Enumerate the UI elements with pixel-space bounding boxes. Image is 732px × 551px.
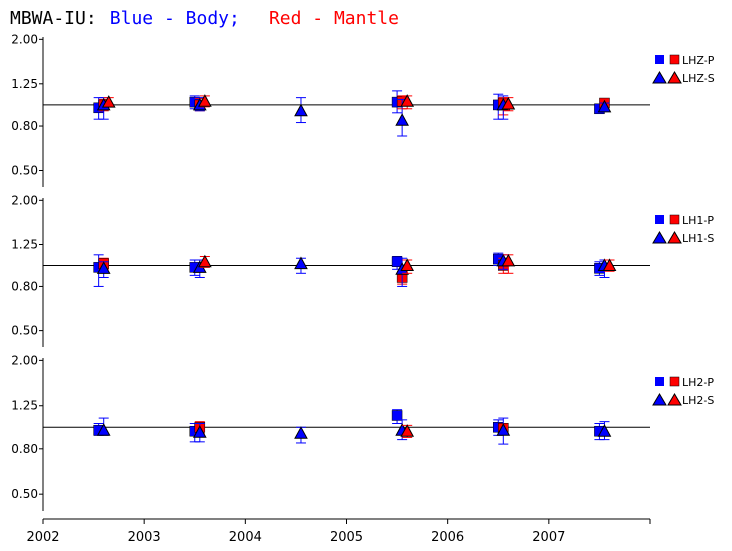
title-station: MBWA-IU:	[10, 8, 97, 29]
data-point-triangle	[101, 95, 116, 108]
data-point-triangle	[192, 425, 207, 438]
data-point-triangle	[400, 424, 415, 437]
legend-triangle-mantle	[667, 231, 682, 244]
chart-title: MBWA-IU: Blue - Body; Red - Mantle	[10, 8, 399, 29]
data-point-triangle	[395, 113, 409, 126]
data-point-triangle	[501, 253, 516, 267]
title-mantle: Red - Mantle	[269, 8, 399, 29]
data-point-square	[391, 410, 403, 421]
data-point-triangle	[400, 258, 415, 271]
y-tick-label: 0.80	[11, 119, 38, 133]
legend-triangle-mantle	[667, 393, 682, 406]
data-point-triangle	[96, 261, 111, 274]
y-tick-label: 2.00	[11, 353, 38, 367]
legend-label: LHZ-P	[682, 54, 715, 67]
legend-label: LH2-P	[682, 376, 714, 389]
y-tick-label: 0.80	[11, 442, 38, 456]
plot-area: 0.50 0.80 1.25 2.00 LHZ-P LHZ-S 0.50 0.80 1.25 2.…	[11, 32, 714, 545]
legend-triangle-mantle	[667, 71, 682, 84]
data-point-triangle	[602, 258, 617, 271]
legend-label: LHZ-S	[682, 72, 715, 85]
legend-square-body	[655, 55, 664, 64]
x-tick-label: 2005	[330, 530, 363, 545]
data-point-triangle	[198, 254, 212, 268]
data-point-triangle	[400, 94, 415, 107]
y-tick-label: 2.00	[11, 193, 38, 207]
y-tick-label: 1.25	[11, 237, 38, 251]
title-body: Blue - Body;	[110, 8, 240, 29]
x-tick-label: 2003	[128, 530, 161, 545]
legend-label: LH1-P	[682, 214, 714, 227]
data-point-triangle	[294, 426, 308, 439]
legend-label: LH1-S	[682, 232, 714, 245]
x-tick-label: 2007	[532, 530, 565, 545]
legend-square-body	[655, 215, 664, 224]
y-tick-label: 0.50	[11, 324, 38, 338]
y-tick-label: 2.00	[11, 32, 38, 46]
y-tick-label: 1.25	[11, 77, 38, 91]
x-tick-label: 2004	[229, 530, 262, 545]
x-tick-label: 2002	[26, 530, 59, 545]
legend-square-mantle	[669, 54, 680, 65]
data-point-triangle	[294, 103, 308, 117]
data-point-triangle	[496, 423, 511, 436]
y-tick-label: 0.50	[11, 164, 38, 178]
legend-triangle-body	[652, 71, 667, 84]
legend-label: LH2-S	[682, 394, 714, 407]
data-point-triangle	[96, 423, 111, 436]
y-tick-label: 0.50	[11, 487, 38, 501]
data-point-triangle	[198, 94, 212, 107]
data-point-triangle	[597, 99, 612, 113]
legend-square-mantle	[669, 214, 680, 225]
data-point-triangle	[501, 96, 516, 110]
data-point-triangle	[294, 256, 308, 270]
data-point-triangle	[597, 424, 612, 437]
y-tick-label: 1.25	[11, 399, 38, 413]
y-tick-label: 0.80	[11, 279, 38, 293]
legend-triangle-body	[652, 231, 667, 244]
legend-square-body	[655, 377, 664, 386]
legend-triangle-body	[652, 393, 667, 406]
legend-square-mantle	[669, 376, 680, 387]
x-tick-label: 2006	[431, 530, 464, 545]
